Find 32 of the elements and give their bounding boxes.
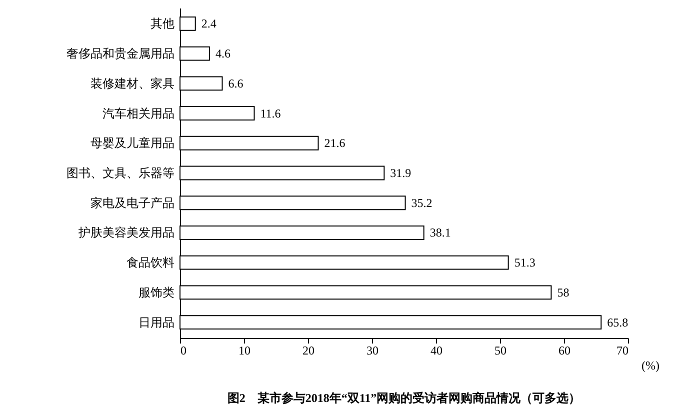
x-axis-title: (%) <box>642 358 660 372</box>
y-tick-label: 母婴及儿童用品 <box>90 136 174 150</box>
y-tick-label: 奢侈品和贵金属用品 <box>66 46 174 61</box>
x-tick-label: 30 <box>366 344 378 358</box>
y-tick-label: 日用品 <box>138 315 174 330</box>
x-tick-label: 40 <box>430 344 442 358</box>
data-label: 6.6 <box>228 76 244 90</box>
data-label: 11.6 <box>260 106 281 120</box>
y-tick-label: 装修建材、家具 <box>90 76 174 90</box>
x-tick-label: 0 <box>180 344 186 358</box>
data-label: 4.6 <box>215 46 230 61</box>
data-label: 65.8 <box>607 315 628 330</box>
data-label: 21.6 <box>324 136 346 150</box>
data-label: 35.2 <box>411 196 432 210</box>
y-tick-label: 家电及电子产品 <box>90 196 174 210</box>
data-label: 38.1 <box>430 226 451 240</box>
data-label: 51.3 <box>514 256 536 270</box>
y-tick-label: 图书、文具、乐器等 <box>66 166 174 180</box>
x-tick-label: 60 <box>558 344 570 358</box>
text: 图2 某市参与2018年“双11”网购的受访者网购商品情况（可多选） <box>227 391 581 405</box>
data-label: 31.9 <box>390 166 412 180</box>
data-label: 2.4 <box>201 16 216 31</box>
y-tick-label: 其他 <box>150 16 174 31</box>
y-tick-label: 护肤美容美发用品 <box>78 226 174 240</box>
data-label: 58 <box>557 285 570 300</box>
x-tick-label: 20 <box>302 344 314 358</box>
x-tick-label: 10 <box>238 344 250 358</box>
x-tick-label: 50 <box>494 344 506 358</box>
y-tick-label: 食品饮料 <box>126 256 174 270</box>
x-tick-label: 70 <box>616 344 628 358</box>
y-tick-label: 服饰类 <box>138 285 174 300</box>
y-tick-label: 汽车相关用品 <box>102 106 174 120</box>
